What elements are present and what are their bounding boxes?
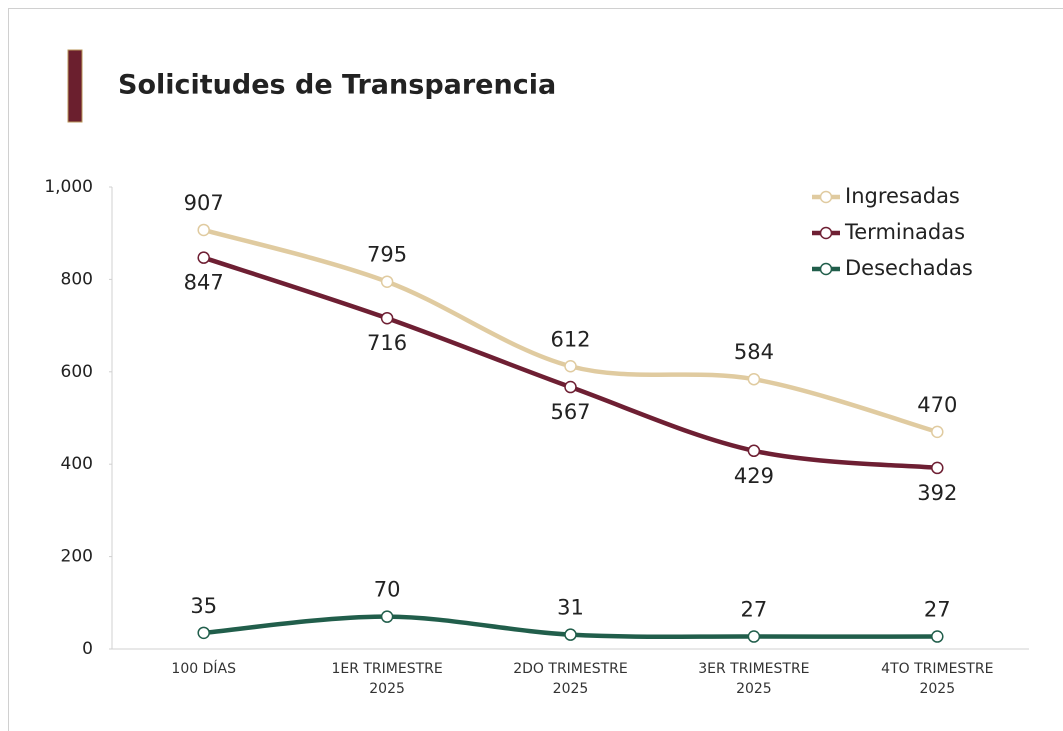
data-label: 567 bbox=[550, 400, 590, 424]
data-label: 847 bbox=[184, 271, 224, 295]
y-tick-label: 0 bbox=[82, 639, 93, 659]
data-label: 429 bbox=[734, 464, 774, 488]
y-tick-label: 200 bbox=[61, 547, 93, 567]
data-label: 470 bbox=[917, 393, 957, 417]
frame bbox=[8, 8, 1063, 731]
point bbox=[197, 626, 210, 640]
data-label: 907 bbox=[184, 191, 224, 215]
point bbox=[380, 610, 394, 623]
legend-marker bbox=[819, 262, 833, 276]
x-tick-label: 2DO TRIMESTRE 2025 bbox=[513, 661, 628, 697]
data-label: 70 bbox=[374, 578, 401, 602]
y-tick-label: 800 bbox=[61, 269, 93, 289]
x-tick-label: 1ER TRIMESTRE 2025 bbox=[331, 661, 443, 697]
data-label: 795 bbox=[367, 243, 407, 267]
legend-label: Terminadas bbox=[844, 220, 965, 244]
y-tick-label: 600 bbox=[61, 362, 93, 382]
point bbox=[931, 461, 944, 475]
y-tick-label: 400 bbox=[61, 454, 93, 474]
legend-marker bbox=[819, 190, 833, 204]
point bbox=[747, 630, 761, 643]
data-label: 612 bbox=[550, 327, 590, 351]
point bbox=[197, 251, 210, 264]
point bbox=[380, 275, 394, 288]
point bbox=[564, 628, 577, 641]
data-label: 392 bbox=[917, 481, 957, 505]
x-tick-label: 100 DÍAS bbox=[171, 661, 236, 677]
point bbox=[197, 223, 210, 237]
legend-label: Ingresadas bbox=[845, 184, 960, 208]
point bbox=[564, 360, 577, 373]
legend-marker bbox=[819, 226, 833, 240]
x-tick-label: 4TO TRIMESTRE 2025 bbox=[881, 661, 994, 697]
data-label: 35 bbox=[190, 594, 217, 618]
data-label: 27 bbox=[741, 598, 768, 622]
point bbox=[931, 425, 944, 439]
data-label: 27 bbox=[924, 598, 951, 622]
chart-title: Solicitudes de Transparencia bbox=[118, 70, 556, 101]
y-tick-label: 1,000 bbox=[44, 177, 93, 197]
title-accent bbox=[67, 49, 83, 123]
data-label: 584 bbox=[734, 340, 774, 364]
point bbox=[747, 372, 761, 386]
legend-label: Desechadas bbox=[845, 256, 973, 280]
point bbox=[931, 630, 944, 643]
point bbox=[380, 311, 394, 325]
point bbox=[747, 444, 761, 458]
point bbox=[564, 380, 577, 394]
data-label: 716 bbox=[367, 331, 407, 355]
x-tick-label: 3ER TRIMESTRE 2025 bbox=[698, 661, 810, 697]
data-label: 31 bbox=[557, 596, 584, 620]
